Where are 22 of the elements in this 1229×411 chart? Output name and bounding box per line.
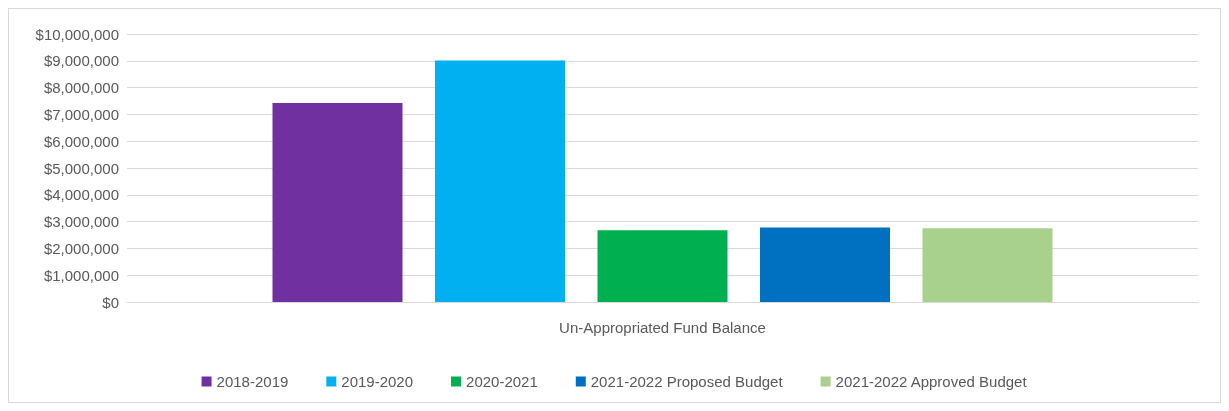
- bar: [435, 60, 565, 302]
- y-tick-label: $4,000,000: [43, 186, 119, 204]
- y-tick-label: $7,000,000: [43, 105, 119, 123]
- legend-label: 2018-2019: [216, 373, 289, 390]
- legend-label: 2021-2022 Approved Budget: [835, 373, 1028, 390]
- legend-label: 2020-2021: [466, 373, 538, 390]
- y-tick-label: $2,000,000: [43, 239, 119, 257]
- bar: [272, 102, 403, 302]
- y-tick-label: $9,000,000: [43, 52, 119, 70]
- y-tick-label: $0: [102, 293, 119, 311]
- legend-label: 2021-2022 Proposed Budget: [590, 373, 784, 390]
- bar: [760, 227, 890, 302]
- y-tick-label: $1,000,000: [43, 266, 119, 284]
- y-tick-label: $8,000,000: [43, 79, 119, 97]
- legend-label: 2019-2020: [341, 373, 414, 390]
- y-tick-label: $6,000,000: [43, 132, 119, 150]
- y-tick-label: $10,000,000: [35, 25, 119, 43]
- x-tick-label: Un-Appropriated Fund Balance: [559, 319, 766, 336]
- bar: [597, 230, 728, 302]
- y-tick-label: $5,000,000: [43, 159, 119, 177]
- y-tick-label: $3,000,000: [43, 213, 119, 231]
- bar: [922, 228, 1053, 302]
